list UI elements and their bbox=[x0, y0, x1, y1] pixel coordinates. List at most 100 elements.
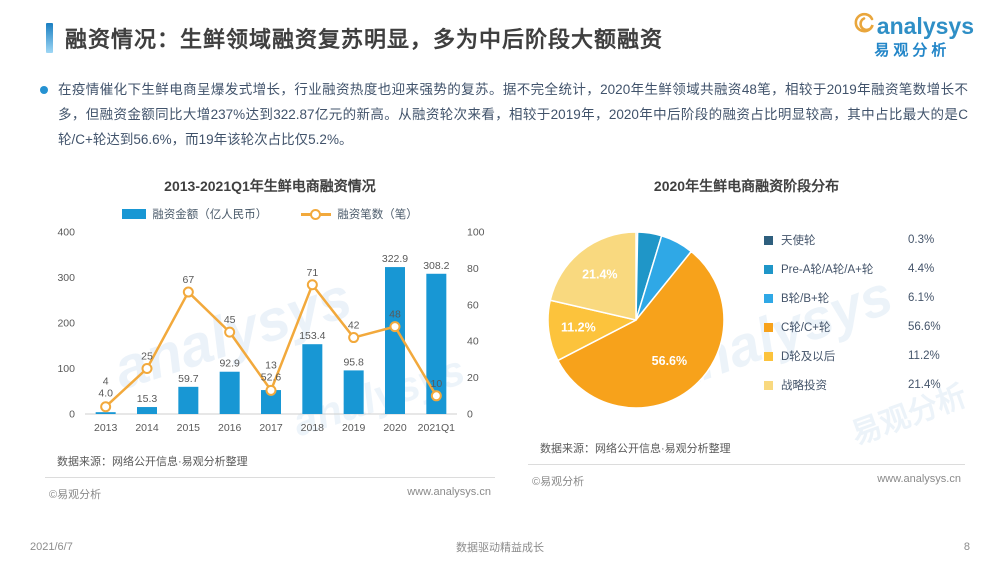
left-axis-tick: 400 bbox=[57, 227, 75, 239]
x-axis-label: 2020 bbox=[383, 422, 407, 434]
pie-slice-label: 21.4% bbox=[582, 268, 617, 282]
legend-label: Pre-A轮/A轮/A+轮 bbox=[781, 264, 874, 276]
line-point-2013 bbox=[100, 401, 112, 413]
right-axis-tick: 20 bbox=[467, 372, 479, 384]
combo-legend: 融资金额（亿人民币） 融资笔数（笔） bbox=[45, 206, 495, 222]
pie-slice-战略投资 bbox=[549, 231, 637, 321]
title-accent-bar bbox=[46, 23, 53, 53]
logo-brand-text: analysys bbox=[876, 12, 974, 39]
pie-chart-area: 56.6% 11.2% 21.4% 天使轮 0.3% Pre-A轮/A轮/A+轮 4.4%… bbox=[528, 206, 965, 434]
legend-label-count: 融资笔数（笔） bbox=[337, 209, 418, 221]
bar-value-label: 308.2 bbox=[423, 260, 449, 272]
line-point-2015 bbox=[182, 286, 194, 298]
footer-slogan: 数据驱动精益成长 bbox=[455, 542, 544, 554]
bar-value-label: 52.6 bbox=[261, 371, 282, 383]
pie-legend-item: C轮/C+轮 56.6% bbox=[764, 319, 960, 335]
combo-chart-plot: 0 100 200 300 400 0 20 40 60 80 100 2013 2014 2015 201… bbox=[57, 227, 485, 435]
legend-swatch bbox=[764, 322, 773, 332]
line-point-2017 bbox=[265, 384, 277, 396]
right-axis-tick: 60 bbox=[467, 299, 479, 311]
line-value-label: 67 bbox=[182, 274, 194, 286]
x-axis-label: 2019 bbox=[342, 422, 366, 434]
right-axis-tick: 0 bbox=[467, 409, 473, 421]
summary-block: 在疫情催化下生鲜电商呈爆发式增长，行业融资热度也迎来强势的复苏。据不完全统计，2… bbox=[40, 78, 968, 153]
pie-legend-item: 战略投资 21.4% bbox=[764, 377, 960, 393]
x-axis-label: 2018 bbox=[301, 422, 325, 434]
bar-value-label: 153.4 bbox=[299, 330, 325, 342]
x-axis-label: 2021Q1 bbox=[418, 422, 456, 434]
line-value-label: 71 bbox=[306, 267, 318, 279]
bar-2020 bbox=[385, 267, 405, 414]
line-point-2019 bbox=[348, 332, 360, 344]
left-axis-tick: 200 bbox=[57, 318, 75, 330]
combo-chart-title: 2013-2021Q1年生鲜电商融资情况 bbox=[164, 178, 376, 194]
legend-value: 11.2% bbox=[908, 350, 940, 362]
pie-chart-plot: 56.6% 11.2% 21.4% bbox=[547, 231, 725, 409]
bar-2021Q1 bbox=[426, 273, 447, 414]
pie-card-footer: ©易观分析 www.analysys.cn bbox=[528, 464, 965, 489]
bar-value-label: 322.9 bbox=[382, 253, 408, 265]
line-legend-marker bbox=[301, 208, 332, 220]
bar-2013 bbox=[95, 412, 116, 414]
legend-item-amount: 融资金额（亿人民币） bbox=[122, 206, 267, 222]
bar-value-label: 15.3 bbox=[137, 393, 158, 405]
line-point-2014 bbox=[141, 363, 153, 374]
line-point-2020 bbox=[389, 321, 401, 333]
line-value-label: 25 bbox=[141, 351, 153, 363]
logo-swirl-icon bbox=[851, 12, 875, 41]
logo-brand-cn: 易观分析 bbox=[874, 41, 951, 59]
legend-item-count: 融资笔数（笔） bbox=[301, 206, 418, 222]
x-axis-label: 2015 bbox=[177, 422, 201, 434]
pie-legend-item: 天使轮 0.3% bbox=[764, 232, 960, 248]
legend-value: 21.4% bbox=[908, 379, 941, 391]
line-value-label: 4 bbox=[103, 376, 109, 388]
combo-card-footer: ©易观分析 www.analysys.cn bbox=[45, 477, 495, 502]
website-link[interactable]: www.analysys.cn bbox=[407, 486, 491, 498]
left-axis-tick: 0 bbox=[69, 409, 75, 421]
summary-text: 在疫情催化下生鲜电商呈爆发式增长，行业融资热度也迎来强势的复苏。据不完全统计，2… bbox=[58, 82, 968, 147]
line-value-label: 42 bbox=[348, 320, 360, 332]
bar-2016 bbox=[219, 371, 240, 414]
line-point-2018 bbox=[306, 279, 318, 291]
right-axis-tick: 100 bbox=[467, 227, 485, 239]
pie-slice-label: 11.2% bbox=[561, 320, 596, 334]
legend-label-amount: 融资金额（亿人民币） bbox=[152, 209, 268, 221]
bar-value-label: 59.7 bbox=[178, 373, 199, 385]
combo-chart-card: 2013-2021Q1年生鲜电商融资情况 融资金额（亿人民币） 融资笔数（笔） … bbox=[45, 176, 495, 502]
right-axis-tick: 40 bbox=[467, 336, 479, 348]
bar-value-label: 4.0 bbox=[98, 388, 113, 400]
bar-2015 bbox=[178, 386, 199, 414]
pie-legend-item: B轮/B+轮 6.1% bbox=[764, 290, 960, 306]
bar-2014 bbox=[137, 407, 157, 414]
combo-data-source: 数据来源：网络公开信息·易观分析整理 bbox=[57, 456, 248, 468]
website-link[interactable]: www.analysys.cn bbox=[877, 473, 961, 485]
legend-label: 战略投资 bbox=[781, 380, 827, 392]
legend-label: C轮/C+轮 bbox=[781, 322, 831, 334]
right-axis-tick: 80 bbox=[467, 263, 479, 275]
bar-legend-marker bbox=[122, 209, 147, 219]
bar-2019 bbox=[343, 370, 364, 414]
footer-page-number: 8 bbox=[963, 541, 970, 553]
x-axis-label: 2016 bbox=[218, 422, 242, 434]
legend-value: 56.6% bbox=[908, 321, 941, 333]
legend-swatch bbox=[764, 380, 773, 390]
pie-slice-label: 56.6% bbox=[652, 354, 687, 368]
line-value-label: 45 bbox=[224, 314, 236, 326]
legend-swatch bbox=[764, 351, 773, 361]
bar-2018 bbox=[302, 344, 323, 414]
page-footer: 2021/6/7 数据驱动精益成长 8 bbox=[0, 539, 1000, 555]
pie-chart-title: 2020年生鲜电商融资阶段分布 bbox=[653, 178, 840, 194]
legend-label: 天使轮 bbox=[781, 235, 816, 247]
pie-legend-item: D轮及以后 11.2% bbox=[764, 348, 960, 364]
x-axis-label: 2013 bbox=[94, 422, 118, 434]
bar-value-label: 92.9 bbox=[219, 358, 240, 370]
header: 融资情况：生鲜领域融资复苏明显，多为中后阶段大额融资 bbox=[46, 22, 663, 54]
legend-swatch bbox=[764, 235, 773, 245]
line-value-label: 48 bbox=[389, 309, 401, 321]
legend-value: 4.4% bbox=[908, 263, 935, 275]
copyright-text: ©易观分析 bbox=[532, 476, 585, 488]
x-axis-label: 2014 bbox=[135, 422, 159, 434]
legend-value: 0.3% bbox=[908, 234, 935, 246]
pie-data-source: 数据来源：网络公开信息·易观分析整理 bbox=[540, 443, 731, 455]
pie-legend: 天使轮 0.3% Pre-A轮/A轮/A+轮 4.4% B轮/B+轮 6.1% C轮/C+轮… bbox=[764, 232, 960, 406]
